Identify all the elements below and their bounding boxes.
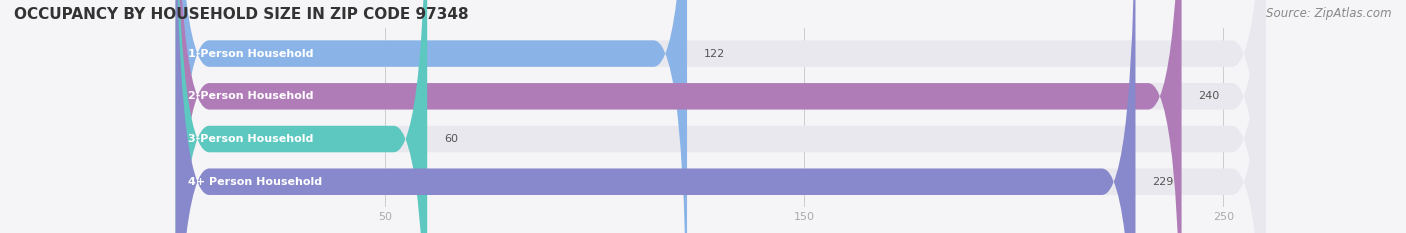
Text: 2-Person Household: 2-Person Household <box>188 91 314 101</box>
Text: 1-Person Household: 1-Person Household <box>188 49 314 58</box>
FancyBboxPatch shape <box>176 0 1265 233</box>
FancyBboxPatch shape <box>176 0 1265 233</box>
FancyBboxPatch shape <box>176 0 1136 233</box>
Text: 122: 122 <box>704 49 725 58</box>
Text: Source: ZipAtlas.com: Source: ZipAtlas.com <box>1267 7 1392 20</box>
Text: 4+ Person Household: 4+ Person Household <box>188 177 322 187</box>
FancyBboxPatch shape <box>176 0 427 233</box>
Text: 60: 60 <box>444 134 458 144</box>
FancyBboxPatch shape <box>176 0 1181 233</box>
FancyBboxPatch shape <box>176 0 1265 233</box>
Text: 229: 229 <box>1153 177 1174 187</box>
Text: 240: 240 <box>1198 91 1219 101</box>
Text: OCCUPANCY BY HOUSEHOLD SIZE IN ZIP CODE 97348: OCCUPANCY BY HOUSEHOLD SIZE IN ZIP CODE … <box>14 7 468 22</box>
Text: 3-Person Household: 3-Person Household <box>188 134 314 144</box>
FancyBboxPatch shape <box>176 0 688 233</box>
FancyBboxPatch shape <box>176 0 1265 233</box>
